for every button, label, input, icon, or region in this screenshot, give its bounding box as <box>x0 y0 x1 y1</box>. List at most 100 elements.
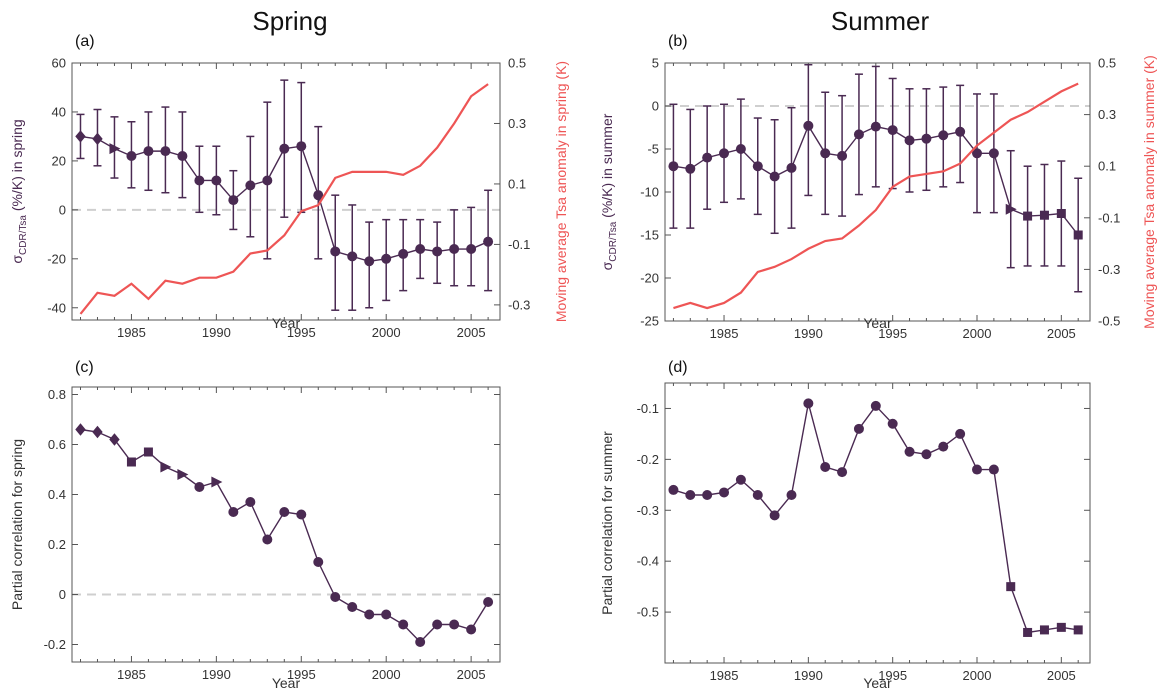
data-point <box>938 441 949 452</box>
data-point <box>1073 625 1083 635</box>
data-point <box>296 509 307 520</box>
data-point <box>347 602 358 612</box>
data-point <box>735 144 746 154</box>
y-tick-label: -0.2 <box>637 452 659 467</box>
data-point <box>904 135 915 146</box>
data-point <box>466 244 477 255</box>
x-tick-label: 1990 <box>794 668 823 683</box>
x-axis-label: Year <box>272 315 301 331</box>
data-point <box>803 120 814 131</box>
y2-tick-label: 0.3 <box>1098 107 1116 122</box>
data-point <box>1039 625 1049 635</box>
y-axis-label: σCDR/Tsa (%/K) in summer <box>599 113 619 270</box>
data-point <box>1023 211 1033 221</box>
data-point <box>955 428 966 439</box>
y2-tick-label: 0.5 <box>508 56 526 71</box>
panel-a: 1985 1990 1995 2000 2005 -40 -20 0 20 40 60 -0.3 -0.… <box>9 6 569 340</box>
y2-tick-label: 0.3 <box>508 116 526 131</box>
y2-tick-label: -0.1 <box>1098 210 1120 225</box>
y-tick-label: -0.2 <box>44 637 66 652</box>
data-point <box>415 637 426 647</box>
y-tick-label: -5 <box>647 142 659 157</box>
data-point <box>211 476 223 488</box>
y-axis-label: Partial correlation for spring <box>9 439 25 610</box>
data-point <box>483 597 494 607</box>
panel-label: (b) <box>668 33 688 50</box>
x-tick-label: 1995 <box>287 667 316 682</box>
data-point <box>938 130 949 141</box>
x-tick-label: 1985 <box>117 325 146 340</box>
y2-axis-label: Moving average Tsa anomaly in spring (K) <box>553 61 569 322</box>
data-point <box>483 236 494 247</box>
y-axis-label: σCDR/Tsa (%/K) in spring <box>9 119 29 263</box>
x-tick-label: 1985 <box>710 326 739 341</box>
x-tick-label: 2005 <box>1047 326 1076 341</box>
y2-tick-label: 0.5 <box>1098 56 1116 71</box>
x-tick-label: 1990 <box>202 325 231 340</box>
data-point <box>160 461 172 473</box>
data-point <box>313 190 324 201</box>
data-point <box>769 510 780 521</box>
y2-tick-label: 0.1 <box>1098 159 1116 174</box>
panel-b: 1985 1990 1995 2000 2005 -25 -20 -15 -10 -5 0 5 -0.5… <box>599 6 1157 341</box>
data-point <box>160 146 171 157</box>
x-tick-label: 1990 <box>794 326 823 341</box>
x-tick-label: 1995 <box>287 325 316 340</box>
data-point <box>262 175 273 186</box>
data-point <box>988 464 999 475</box>
y2-tick-label: 0.1 <box>508 176 526 191</box>
plot-frame <box>664 62 1091 322</box>
data-point <box>75 423 86 436</box>
data-point <box>1056 209 1066 218</box>
chart-title: Summer <box>831 6 930 36</box>
data-point <box>955 126 966 137</box>
data-point <box>92 132 103 146</box>
data-point <box>262 534 273 545</box>
plot-frame <box>71 386 501 663</box>
y-tick-label: -0.4 <box>637 554 659 569</box>
data-point <box>887 125 898 136</box>
data-point <box>398 248 409 259</box>
panel-label: (a) <box>75 33 95 50</box>
x-tick-label: 2000 <box>372 667 401 682</box>
data-point <box>837 150 848 161</box>
y2-tick-label: -0.1 <box>508 237 530 252</box>
data-point <box>75 130 86 143</box>
data-point <box>279 507 290 517</box>
y-axis-label: Partial correlation for summer <box>599 431 615 615</box>
x-tick-label: 1985 <box>710 668 739 683</box>
data-point <box>364 609 375 620</box>
y2-axis-label: Moving average Tsa anomaly in summer (K) <box>1141 55 1157 329</box>
data-point <box>685 163 696 174</box>
x-tick-label: 2005 <box>457 325 486 340</box>
data-point <box>685 490 696 500</box>
y-tick-label: -25 <box>640 314 659 329</box>
y-tick-label: -0.5 <box>637 605 659 620</box>
data-point <box>1006 582 1016 592</box>
plot-frame <box>664 382 1091 664</box>
data-point <box>449 619 460 630</box>
data-point <box>347 251 358 262</box>
y-tick-label: -40 <box>47 300 66 315</box>
data-point <box>296 141 307 152</box>
data-point <box>1039 210 1049 220</box>
data-point <box>870 400 881 411</box>
data-point <box>109 143 121 155</box>
y-tick-label: 0 <box>59 202 66 217</box>
data-point <box>870 121 881 132</box>
data-point <box>702 152 713 163</box>
data-point <box>837 467 848 478</box>
y-tick-label: 0.6 <box>48 437 66 452</box>
y-tick-label: 0.8 <box>48 387 66 402</box>
y2-tick-label: -0.5 <box>1098 314 1120 329</box>
data-point <box>211 175 222 186</box>
data-point <box>887 418 898 429</box>
y-tick-label: 0 <box>59 587 66 602</box>
data-point <box>904 446 915 457</box>
data-point <box>972 464 983 475</box>
data-point <box>228 507 239 517</box>
data-point <box>786 162 797 173</box>
data-point <box>177 469 189 480</box>
data-point <box>752 490 763 500</box>
data-point <box>330 246 341 257</box>
